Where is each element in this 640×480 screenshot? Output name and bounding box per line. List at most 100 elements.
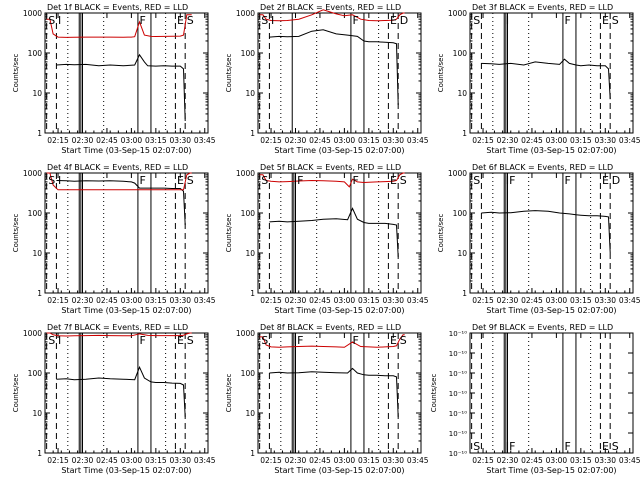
- y-tick-label: 1: [37, 129, 42, 138]
- x-tick-label: 03:00: [334, 456, 356, 465]
- panel-7: Det 7f BLACK = Events, RED = LLD 1 10 100 10…: [12, 323, 216, 475]
- panel-title: Det 5f BLACK = Events, RED = LLD: [260, 163, 401, 172]
- x-axis-label: Start Time (03-Sep-15 02:07:00): [274, 146, 404, 155]
- phase-marker: IF: [506, 440, 516, 453]
- y-tick-label: 1: [462, 289, 467, 298]
- x-tick-label: 03:30: [169, 456, 191, 465]
- y-tick-label: 100: [453, 209, 468, 218]
- phase-marker: S: [261, 174, 268, 187]
- y-tick-label: 10: [245, 409, 255, 418]
- y-tick-label: 10⁻¹⁰: [449, 330, 467, 338]
- x-tick-label: 02:45: [96, 136, 118, 145]
- x-tick-label: 02:30: [497, 456, 519, 465]
- y-tick-label: 10⁻¹⁰: [449, 370, 467, 378]
- x-axis-label: Start Time (03-Sep-15 02:07:00): [486, 146, 616, 155]
- x-tick-label: 03:00: [334, 296, 356, 305]
- phase-marker: F: [353, 334, 359, 347]
- y-tick-label: 10⁻¹⁰: [449, 350, 467, 358]
- plot-frame: [257, 12, 422, 134]
- y-tick-label: 1000: [448, 9, 467, 18]
- panel-9: Det 9f BLACK = Events, RED = LLD 10⁻¹⁰ 10⁻…: [430, 323, 640, 475]
- x-tick-label: 03:15: [145, 456, 167, 465]
- y-tick-label: 1000: [23, 9, 42, 18]
- y-axis-label: Counts/sec: [430, 374, 438, 413]
- x-tick-label: 03:00: [546, 136, 568, 145]
- x-tick-label: 03:00: [334, 136, 356, 145]
- x-tick-label: 03:45: [407, 296, 429, 305]
- x-tick-label: 02:15: [260, 136, 282, 145]
- x-tick-label: 03:45: [619, 296, 640, 305]
- x-tick-label: 03:00: [121, 136, 143, 145]
- y-tick-label: 10: [245, 249, 255, 258]
- y-axis-label: Counts/sec: [12, 374, 20, 413]
- x-tick-label: 02:15: [47, 456, 69, 465]
- x-tick-label: 02:45: [521, 136, 543, 145]
- x-tick-label: 02:30: [497, 296, 519, 305]
- x-tick-label: 03:15: [358, 296, 380, 305]
- x-tick-label: 03:30: [169, 136, 191, 145]
- phase-marker: I: [58, 334, 61, 347]
- events-series-line: [56, 365, 186, 417]
- phase-marker: S: [473, 174, 480, 187]
- x-tick-label: 02:45: [521, 296, 543, 305]
- panel-title: Det 7f BLACK = Events, RED = LLD: [47, 323, 188, 332]
- x-tick-label: 03:45: [407, 136, 429, 145]
- phase-marker: F: [565, 440, 571, 453]
- x-tick-label: 03:15: [358, 456, 380, 465]
- x-tick-label: 02:45: [309, 296, 331, 305]
- phase-marker: I: [506, 14, 509, 27]
- phase-marker: E: [602, 440, 609, 453]
- x-tick-label: 03:00: [546, 456, 568, 465]
- phase-marker: I: [271, 14, 274, 27]
- x-tick-label: 03:00: [546, 296, 568, 305]
- y-tick-label: 1: [462, 129, 467, 138]
- phase-marker: S: [473, 440, 480, 453]
- x-tick-label: 02:15: [47, 296, 69, 305]
- y-tick-label: 1000: [448, 169, 467, 178]
- phase-marker: F: [565, 14, 571, 27]
- y-tick-label: 1: [250, 449, 255, 458]
- phase-marker: S: [261, 14, 268, 27]
- y-tick-label: 1: [37, 449, 42, 458]
- phase-marker: D: [612, 174, 620, 187]
- phase-marker: D: [400, 14, 408, 27]
- phase-marker: S: [612, 14, 619, 27]
- panel-8: Det 8f BLACK = Events, RED = LLD 1 10 100 10…: [225, 323, 429, 475]
- lld-series-line: [46, 332, 192, 337]
- y-axis-label: Counts/sec: [225, 54, 233, 93]
- y-tick-label: 100: [453, 49, 468, 58]
- x-tick-label: 03:30: [382, 296, 404, 305]
- phase-marker: S: [400, 334, 407, 347]
- panel-1: Det 1f BLACK = Events, RED = LLD 1 10 100 10…: [12, 3, 216, 155]
- events-series-line: [269, 29, 399, 106]
- x-tick-label: 03:00: [121, 456, 143, 465]
- x-tick-label: 03:45: [194, 296, 216, 305]
- x-tick-label: 03:30: [594, 136, 616, 145]
- plot-frame: [469, 172, 634, 294]
- phase-marker: F: [140, 174, 146, 187]
- y-tick-label: 10: [32, 249, 42, 258]
- plot-frame: [257, 332, 422, 454]
- y-tick-label: 1: [250, 289, 255, 298]
- panel-title: Det 6f BLACK = Events, RED = LLD: [472, 163, 613, 172]
- x-tick-label: 03:30: [382, 456, 404, 465]
- x-tick-label: 02:30: [285, 136, 307, 145]
- x-tick-label: 03:30: [594, 296, 616, 305]
- y-tick-label: 10⁻¹⁰: [449, 390, 467, 398]
- x-tick-label: 02:45: [309, 456, 331, 465]
- panel-5: Det 5f BLACK = Events, RED = LLD 1 10 100 10…: [225, 163, 429, 315]
- phase-marker: IF: [294, 334, 304, 347]
- phase-marker: F: [140, 14, 146, 27]
- panel-2: Det 2f BLACK = Events, RED = LLD 1 10 100 10…: [225, 3, 429, 155]
- x-axis-label: Start Time (03-Sep-15 02:07:00): [61, 466, 191, 475]
- x-tick-label: 02:45: [309, 136, 331, 145]
- y-tick-label: 10: [457, 89, 467, 98]
- x-tick-label: 02:45: [96, 296, 118, 305]
- x-tick-label: 03:45: [407, 456, 429, 465]
- lld-series-line: [46, 172, 192, 191]
- panel-4: Det 4f BLACK = Events, RED = LLD 1 10 100 10…: [12, 163, 216, 315]
- phase-marker: I: [58, 174, 61, 187]
- x-tick-label: 03:15: [570, 296, 592, 305]
- y-axis-label: Counts/sec: [437, 214, 445, 253]
- plot-frame: [469, 332, 634, 454]
